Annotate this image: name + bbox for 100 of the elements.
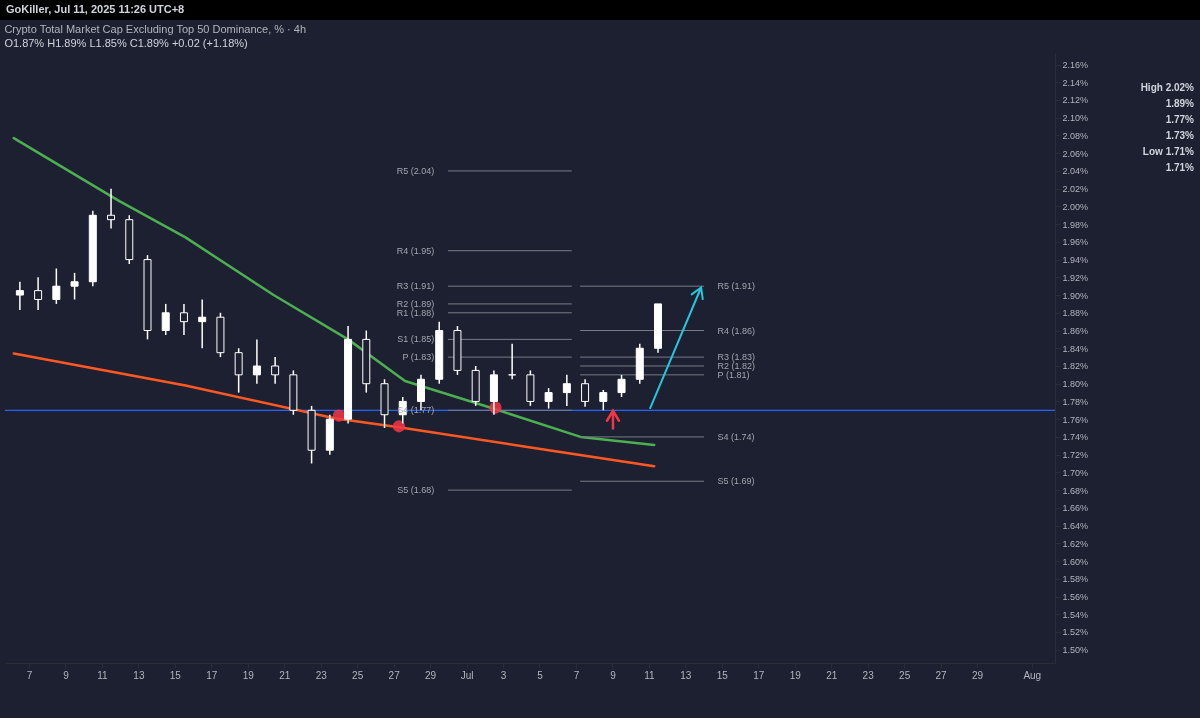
candlestick (234, 347, 243, 394)
y-tick-label: 1.96% (1062, 237, 1089, 248)
x-tick-label: 23 (315, 669, 328, 681)
series-label: S1 (1.85) (397, 334, 435, 345)
series-label: R2 (1.89) (396, 298, 435, 309)
series-label: R5 (2.04) (396, 165, 435, 176)
y-tick-label: 1.72% (1062, 450, 1089, 461)
x-tick-label: 21 (279, 669, 291, 681)
y-tick-label: 1.58% (1062, 574, 1089, 585)
candlestick (107, 187, 116, 230)
x-tick-label: 3 (500, 669, 507, 681)
chart-subtitle: O1.87% H1.89% L1.85% C1.89% +0.02 (+1.18%) (4, 37, 248, 49)
text: 1.89% (1164, 97, 1194, 111)
x-tick-label: 9 (63, 669, 70, 681)
x-tick-label: 17 (206, 669, 218, 681)
candlestick (52, 267, 61, 305)
text: 1.73% (1164, 129, 1194, 143)
x-tick-label: 15 (716, 669, 729, 681)
x-tick-label: 5 (537, 669, 544, 681)
line-series (12, 352, 656, 468)
y-tick-label: 1.94% (1062, 255, 1089, 266)
text: Low 1.71% (1141, 145, 1194, 159)
y-tick-label: 1.62% (1062, 538, 1089, 549)
series-label: R4 (1.95) (396, 245, 435, 256)
y-tick-label: 1.82% (1062, 361, 1089, 372)
y-tick-label: 1.88% (1062, 308, 1089, 319)
x-tick-label: 21 (826, 669, 838, 681)
series-label: R5 (1.91) (717, 281, 756, 292)
y-tick-label: 2.02% (1062, 184, 1089, 195)
x-tick-label: 29 (972, 669, 984, 681)
y-tick-label: 1.54% (1062, 609, 1089, 620)
y-tick-label: 1.74% (1062, 432, 1089, 443)
candlestick (161, 303, 170, 336)
series-label: S4 (1.74) (717, 431, 755, 442)
text: High 2.02% (1140, 81, 1194, 95)
chart-title: Crypto Total Market Cap Excluding Top 50 Dominance, % · 4h (4, 23, 307, 35)
candlestick (617, 374, 626, 398)
y-tick-label: 2.12% (1062, 95, 1089, 106)
y-tick-label: 2.08% (1062, 130, 1089, 141)
candlestick (562, 374, 571, 407)
series-label: R3 (1.83) (717, 352, 756, 363)
candlestick (15, 281, 24, 311)
candlestick (271, 356, 280, 385)
y-tick-label: 1.78% (1062, 396, 1089, 407)
y-tick-label: 2.14% (1062, 77, 1089, 88)
x-tick-label: 25 (352, 669, 364, 681)
x-tick-label: 19 (789, 669, 802, 681)
x-tick-label: 11 (97, 669, 109, 681)
series-label: R3 (1.91) (396, 281, 435, 292)
x-tick-label: 27 (935, 669, 948, 681)
y-tick-label: 1.98% (1062, 219, 1089, 230)
text: 1.77% (1164, 113, 1194, 127)
y-tick-label: 2.00% (1062, 201, 1089, 212)
y-tick-label: 1.68% (1062, 485, 1089, 496)
x-tick-label: 17 (753, 669, 765, 681)
x-tick-label: Jul (460, 669, 474, 681)
x-tick-label: 29 (425, 669, 437, 681)
x-tick-label: 23 (862, 669, 875, 681)
candlestick (34, 276, 43, 311)
y-tick-label: 2.06% (1062, 148, 1089, 159)
series-label: S5 (1.68) (397, 485, 435, 496)
text: 1.71% (1164, 161, 1194, 175)
y-tick-label: 2.04% (1062, 166, 1089, 177)
x-tick-label: 7 (26, 669, 33, 681)
series-label: P (1.83) (402, 352, 435, 363)
y-tick-label: 1.84% (1062, 343, 1089, 354)
line-series (12, 136, 656, 447)
x-tick-label: Aug (1023, 669, 1042, 681)
series-label: R4 (1.86) (717, 325, 756, 336)
x-tick-label: 7 (573, 669, 580, 681)
x-tick-label: 13 (680, 669, 692, 681)
y-tick-label: 1.52% (1062, 627, 1089, 638)
series-label: P (1.81) (717, 369, 750, 380)
y-tick-label: 1.50% (1062, 645, 1089, 656)
candlestick (581, 378, 590, 408)
x-tick-label: 9 (610, 669, 617, 681)
x-tick-label: 27 (388, 669, 401, 681)
y-tick-label: 1.92% (1062, 272, 1089, 283)
candlestick (70, 272, 79, 301)
y-tick-label: 1.70% (1062, 467, 1089, 478)
y-tick-label: 1.90% (1062, 290, 1089, 301)
y-tick-label: 1.86% (1062, 326, 1089, 337)
x-tick-label: 19 (242, 669, 255, 681)
series-label: S5 (1.69) (717, 476, 755, 487)
x-tick-label: 11 (644, 669, 656, 681)
x-tick-label: 13 (133, 669, 145, 681)
x-tick-label: 15 (169, 669, 182, 681)
y-tick-label: 1.80% (1062, 379, 1089, 390)
candlestick (544, 387, 553, 410)
candlestick (179, 303, 188, 336)
y-tick-label: 1.60% (1062, 556, 1089, 567)
y-tick-label: 1.76% (1062, 414, 1089, 425)
y-tick-label: 1.66% (1062, 503, 1089, 514)
text: GoKiller, Jul 11, 2025 11:26 UTC+8 (0, 0, 1200, 20)
y-tick-label: 1.56% (1062, 592, 1089, 602)
candlestick (198, 298, 207, 349)
candlestick (252, 338, 261, 385)
candlestick (599, 389, 608, 412)
y-tick-label: 2.16% (1062, 60, 1089, 71)
y-tick-label: 2.10% (1062, 113, 1089, 124)
